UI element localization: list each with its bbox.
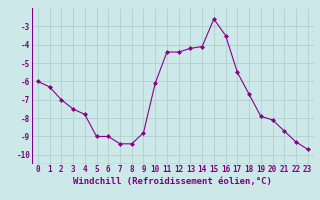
X-axis label: Windchill (Refroidissement éolien,°C): Windchill (Refroidissement éolien,°C) [73, 177, 272, 186]
